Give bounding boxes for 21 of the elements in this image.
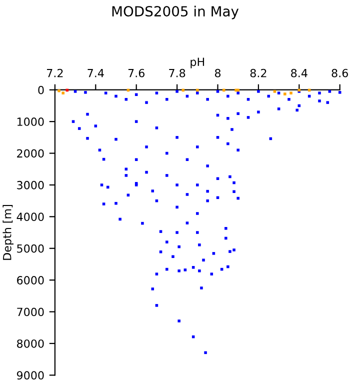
x-tick-label: 7.6 xyxy=(128,68,144,78)
x-tick-label: 8 xyxy=(214,68,221,78)
x-tick-label: 8.6 xyxy=(332,68,348,78)
y-tick-label: 7000 xyxy=(17,308,44,316)
y-tick-label: 1000 xyxy=(17,118,44,126)
y-tick-label: 0 xyxy=(38,86,44,94)
y-axis-title: Depth [m] xyxy=(2,205,14,260)
x-tick-label: 8.2 xyxy=(250,68,266,78)
x-tick-label: 7.4 xyxy=(88,69,104,78)
y-tick-label: 2000 xyxy=(17,149,44,158)
y-tick-label: 6000 xyxy=(17,276,44,284)
x-axis-title: pH xyxy=(190,58,204,68)
y-tick-label: 3000 xyxy=(17,180,44,190)
x-tick-label: 8.4 xyxy=(291,68,308,78)
y-tick-label: 5000 xyxy=(17,244,44,253)
y-tick-label: 8000 xyxy=(17,339,44,348)
y-tick-label: 9000 xyxy=(16,371,44,380)
x-tick-label: 7.2 xyxy=(47,68,63,78)
chart-title: MODS2005 in May xyxy=(112,6,239,20)
y-tick-label: 4000 xyxy=(16,212,44,222)
x-tick-label: 7.8 xyxy=(169,68,186,78)
